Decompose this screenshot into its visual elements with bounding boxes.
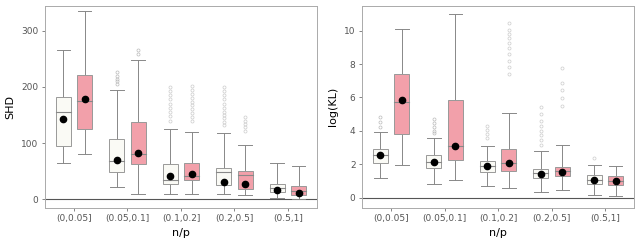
Bar: [109, 139, 124, 172]
Bar: [237, 171, 253, 189]
X-axis label: n/p: n/p: [489, 228, 507, 238]
Bar: [269, 183, 285, 193]
Bar: [448, 101, 463, 160]
Bar: [501, 149, 516, 171]
Bar: [480, 161, 495, 172]
Bar: [587, 175, 602, 184]
Y-axis label: log(KL): log(KL): [328, 87, 339, 126]
Bar: [555, 167, 570, 176]
Bar: [373, 149, 388, 163]
Bar: [163, 164, 178, 183]
Bar: [216, 168, 231, 185]
Bar: [394, 74, 410, 134]
Bar: [77, 75, 92, 129]
Bar: [131, 122, 146, 164]
Bar: [184, 163, 199, 180]
Bar: [533, 169, 548, 178]
Bar: [291, 186, 306, 195]
X-axis label: n/p: n/p: [172, 228, 190, 238]
Bar: [56, 97, 71, 146]
Bar: [426, 155, 442, 168]
Y-axis label: SHD: SHD: [6, 95, 15, 119]
Bar: [608, 176, 623, 185]
